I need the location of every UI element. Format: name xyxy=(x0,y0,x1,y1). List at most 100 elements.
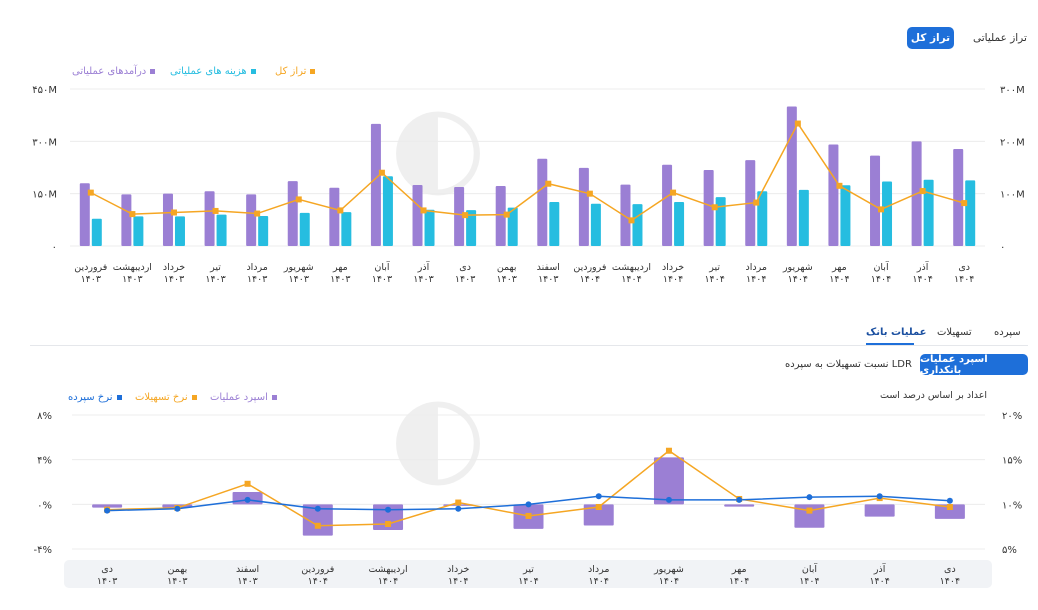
deposit-rate-point xyxy=(455,505,462,512)
top-x-tick-year: ۱۴۰۳ xyxy=(247,274,267,285)
top-x-tick-year: ۱۴۰۳ xyxy=(455,274,475,285)
revenue-bar xyxy=(578,167,589,246)
legend-deposit-rate[interactable]: نرخ سپرده xyxy=(68,392,122,403)
section-divider xyxy=(30,345,1028,346)
bottom-chart: -۴%۰%۴%۸%۵%۱۰%۱۵%۲۰% دی۱۴۰۳بهمن۱۴۰۳اسفند… xyxy=(34,411,1023,587)
bottom-x-tick-year: ۱۴۰۴ xyxy=(518,576,538,587)
bottom-x-tick-label: اردیبهشت xyxy=(368,564,407,575)
cost-bar xyxy=(965,180,976,246)
spread-bar xyxy=(302,504,333,536)
balance-point xyxy=(711,204,718,211)
top-x-tick-year: ۱۴۰۴ xyxy=(954,274,974,285)
top-x-tick-label: فروردین xyxy=(573,262,606,273)
revenue-bar xyxy=(662,164,673,246)
legend-revenue[interactable]: درآمدهای عملیاتی xyxy=(72,66,156,77)
legend-loan-rate[interactable]: نرخ تسهیلات xyxy=(135,392,197,403)
deposit-rate-point xyxy=(806,494,813,501)
legend-loan-rate-label: نرخ تسهیلات xyxy=(135,392,188,403)
legend-balance[interactable]: تراز کل xyxy=(275,66,316,77)
tab-loans[interactable]: تسهیلات xyxy=(937,327,972,338)
top-x-tick-label: بهمن xyxy=(497,262,517,273)
deposit-rate-point xyxy=(876,493,883,500)
balance-point xyxy=(794,120,801,127)
top-x-tick-label: شهریور xyxy=(782,262,813,273)
top-x-tick-label: دی xyxy=(459,262,471,273)
tab-deposit[interactable]: سپرده xyxy=(994,327,1021,338)
spread-bar xyxy=(794,504,825,528)
top-x-tick-year: ۱۴۰۳ xyxy=(413,274,433,285)
cost-bar xyxy=(674,202,685,246)
top-x-tick-year: ۱۴۰۳ xyxy=(81,274,101,285)
balance-point xyxy=(919,188,926,195)
top-x-tick-year: ۱۴۰۳ xyxy=(289,274,309,285)
balance-point xyxy=(878,206,885,213)
cost-bar xyxy=(840,185,851,246)
cost-bar xyxy=(632,204,643,246)
bottom-yright-tick: ۱۵% xyxy=(1002,456,1022,467)
balance-point xyxy=(586,190,593,197)
top-yright-tick: ۳۰۰M xyxy=(1000,85,1025,96)
bottom-chart-xlabels: دی۱۴۰۳بهمن۱۴۰۳اسفند۱۴۰۳فروردین۱۴۰۴اردیبه… xyxy=(97,562,960,587)
top-yright-tick: ۱۰۰M xyxy=(1000,190,1025,201)
deposit-rate-point xyxy=(244,496,251,503)
revenue-bar xyxy=(828,144,839,246)
revenue-bar xyxy=(370,123,381,246)
tab-operating-balance[interactable]: تراز عملیاتی xyxy=(973,32,1027,44)
deposit-rate-point xyxy=(104,507,111,514)
loan-rate-point xyxy=(806,507,813,514)
tab-active-underline xyxy=(866,343,914,345)
balance-point xyxy=(129,211,136,218)
revenue-bar xyxy=(537,158,548,246)
top-yleft-tick: ۳۰۰M xyxy=(32,137,57,148)
tab-bank-operations[interactable]: عملیات بانک xyxy=(866,327,927,338)
bottom-x-tick-year: ۱۴۰۴ xyxy=(869,576,889,587)
loan-rate-point xyxy=(665,447,672,454)
legend-spread[interactable]: اسپرد عملیات xyxy=(210,392,277,403)
deposit-rate-point xyxy=(946,497,953,504)
legend-loan-rate-swatch xyxy=(191,395,197,400)
spread-bar xyxy=(92,504,123,508)
ldr-button[interactable]: نسبت تسهیلات به سپرده LDR xyxy=(785,359,912,370)
revenue-bar xyxy=(953,149,964,246)
legend-cost-swatch xyxy=(250,69,256,74)
percent-note: اعداد بر اساس درصد است xyxy=(880,390,988,401)
bottom-x-tick-label: فروردین xyxy=(301,564,334,575)
top-x-tick-year: ۱۴۰۳ xyxy=(122,274,142,285)
spread-bar xyxy=(934,504,965,519)
loan-rate-point xyxy=(525,512,532,519)
top-chart-bars xyxy=(79,106,976,246)
bottom-x-tick-label: مرداد xyxy=(588,564,609,575)
balance-point xyxy=(670,189,677,196)
bottom-x-tick-year: ۱۴۰۴ xyxy=(729,576,749,587)
cost-bar xyxy=(798,189,809,246)
spread-button[interactable]: اسپرد عملیات بانکداری xyxy=(920,354,1028,376)
spread-bar xyxy=(724,504,755,507)
top-x-tick-year: ۱۴۰۴ xyxy=(871,274,891,285)
top-x-tick-label: خرداد xyxy=(662,262,684,273)
bottom-yright-tick: ۵% xyxy=(1002,545,1017,556)
legend-revenue-label: درآمدهای عملیاتی xyxy=(72,66,147,77)
cost-bar xyxy=(382,176,393,246)
top-x-tick-label: اردیبهشت xyxy=(113,262,152,273)
balance-point xyxy=(420,207,427,214)
loan-rate-point xyxy=(595,504,602,511)
deposit-rate-point xyxy=(314,505,321,512)
top-x-tick-label: مرداد xyxy=(746,262,767,273)
deposit-rate-point xyxy=(595,493,602,500)
bottom-x-tick-year: ۱۴۰۴ xyxy=(940,576,960,587)
bottom-x-tick-label: خرداد xyxy=(447,564,469,575)
top-x-tick-label: شهریور xyxy=(283,262,314,273)
top-x-tick-label: مهر xyxy=(332,262,348,273)
balance-point xyxy=(545,180,552,187)
balance-point xyxy=(836,182,843,189)
bottom-x-tick-label: اسفند xyxy=(236,564,259,575)
bottom-yright-tick: ۲۰% xyxy=(1002,411,1022,422)
bottom-x-tick-label: آذر xyxy=(873,562,886,575)
cost-bar xyxy=(590,203,601,246)
top-yright-tick: ۲۰۰M xyxy=(1000,137,1025,148)
legend-cost[interactable]: هزینه های عملیاتی xyxy=(170,66,256,77)
deposit-rate-point xyxy=(665,496,672,503)
tab-total-balance[interactable]: تراز کل xyxy=(907,27,954,49)
cost-bar xyxy=(549,202,560,246)
top-x-tick-year: ۱۴۰۳ xyxy=(538,274,558,285)
